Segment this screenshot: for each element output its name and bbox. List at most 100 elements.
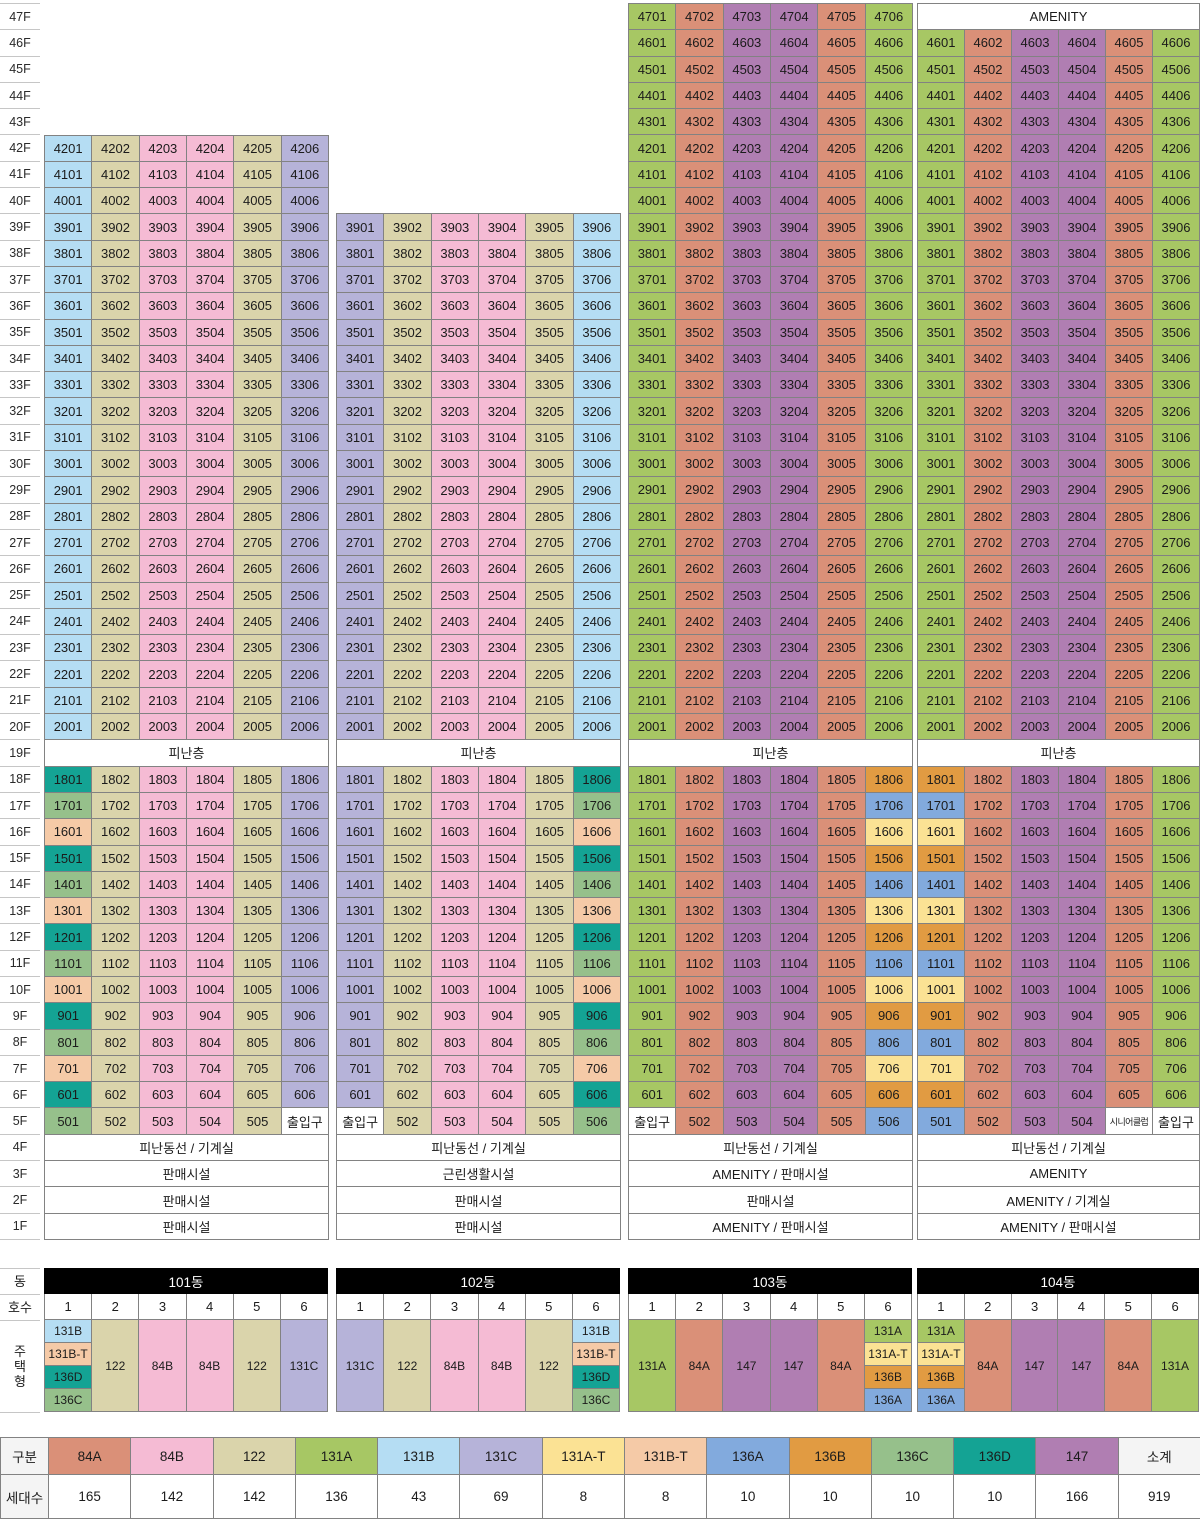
unit-cell: 2906 [281, 477, 329, 504]
unit-cell: 806 [865, 1029, 913, 1056]
unit-cell: 805 [526, 1029, 574, 1056]
unit-cell: 803 [431, 1029, 479, 1056]
unit-cell: 2201 [629, 661, 677, 688]
unit-cell: 3201 [629, 398, 677, 425]
unit-cell: 3503 [431, 319, 479, 346]
refuge-floor-cell: 피난층 [337, 740, 621, 767]
unit-cell: 1101 [918, 950, 965, 977]
floor-row-35F: 3501 3502 3503 3504 3505 3506 [629, 319, 913, 346]
floor-label: 18F [0, 767, 40, 793]
unit-cell: 1103 [723, 950, 771, 977]
unit-cell: 4502 [676, 56, 724, 83]
unit-cell: 2805 [234, 503, 282, 530]
unit-cell: 801 [45, 1029, 93, 1056]
unit-cell: 1702 [676, 792, 724, 820]
unit-cell: 2203 [723, 661, 771, 688]
floor-row-29F: 2901 2902 2903 2904 2905 2906 [629, 477, 913, 504]
unit-cell: 2102 [384, 687, 432, 715]
unit-cell: 4001 [629, 188, 677, 215]
floor-row-22F: 2201 2202 2203 2204 2205 2206 [629, 661, 913, 688]
unit-cell: 2604 [478, 556, 527, 583]
unit-cell: 2103 [431, 687, 479, 715]
floor-label: 14F [0, 872, 40, 899]
unit-cell: 3706 [865, 266, 913, 294]
unit-cell: 1404 [770, 871, 819, 899]
unit-cell: 4206 [1153, 135, 1200, 162]
unit-cell: 3304 [770, 372, 819, 399]
unit-cell: 3701 [629, 266, 677, 294]
unit-cell: 4101 [45, 161, 93, 189]
floor-row-38F: 3801 3802 3803 3804 3805 3806 [337, 240, 621, 267]
unit-cell: 2705 [818, 529, 866, 557]
unit-type-cell: 136A [864, 1389, 913, 1412]
legend-type-cell: 136B [789, 1438, 872, 1475]
unit-cell: 2304 [478, 635, 527, 662]
floor-row-14F: 1401 1402 1403 1404 1405 1406 [629, 871, 913, 899]
unit-cell: 1805 [1106, 766, 1153, 793]
floor-label: 33F [0, 372, 40, 399]
unit-cell: 3506 [573, 319, 621, 346]
unit-cell: 2306 [573, 635, 621, 662]
unit-cell: 4406 [1153, 82, 1200, 110]
service-floor-cell: AMENITY / 판매시설 [918, 1213, 1200, 1240]
unit-cell: 2605 [1106, 556, 1153, 583]
unit-cell: 3705 [526, 266, 574, 294]
unit-cell: 4201 [918, 135, 965, 162]
building-block-104동: 104동 1 2 3 4 5 6 131A 131A-T 136B 136A 84A 147 147 84A… [917, 1268, 1199, 1412]
unit-cell: 4106 [281, 161, 329, 189]
unit-cell: 1005 [234, 977, 282, 1004]
unit-type-cell: 84B [186, 1320, 234, 1412]
unit-cell: 1201 [918, 924, 965, 951]
floor-label: 24F [0, 609, 40, 636]
unit-cell: 1805 [526, 766, 574, 793]
unit-cell: 2006 [281, 714, 329, 741]
unit-cell: 2704 [478, 529, 527, 557]
unit-cell: 3605 [818, 293, 866, 320]
legend-count-cell: 69 [460, 1475, 543, 1519]
unit-type-cell: 136B [918, 1366, 965, 1389]
unit-type-cell: 131B [45, 1320, 93, 1343]
unit-cell: 3901 [918, 214, 965, 241]
unit-type-row: 131C 122 84B 84B 122 131B 131B-T 136D 136C [336, 1320, 621, 1412]
unit-cell: 1506 [281, 845, 329, 872]
unit-cell: 2804 [1059, 503, 1106, 530]
unit-cell: 1701 [45, 792, 93, 820]
floor-row-4F: 피난동선 / 기계실 [45, 1134, 329, 1162]
unit-type-cell: 147 [1058, 1320, 1106, 1412]
unit-cell: 3405 [818, 345, 866, 373]
unit-cell: 4004 [1059, 188, 1106, 215]
unit-cell: 3804 [1059, 240, 1106, 267]
floor-label: 21F [0, 688, 40, 715]
unit-cell: 3601 [45, 293, 93, 320]
unit-cell: 2303 [1012, 635, 1059, 662]
unit-cell: 3801 [629, 240, 677, 267]
unit-type-column: 84B [431, 1320, 479, 1412]
unit-cell: 801 [629, 1029, 677, 1056]
floor-row-27F: 2701 2702 2703 2704 2705 2706 [629, 529, 913, 557]
unit-cell: 2003 [1012, 714, 1059, 741]
unit-cell: 1402 [676, 871, 724, 899]
unit-cell: 4002 [676, 188, 724, 215]
unit-cell: 3003 [139, 451, 187, 478]
unit-cell: 706 [573, 1055, 621, 1083]
unit-number-cell: 3 [723, 1294, 771, 1320]
unit-cell: 2706 [281, 529, 329, 557]
unit-cell: 2902 [676, 477, 724, 504]
unit-cell: 3904 [186, 214, 235, 241]
unit-cell: 1806 [1153, 766, 1200, 793]
unit-cell: 2006 [1153, 714, 1200, 741]
unit-cell: 1401 [918, 871, 965, 899]
floor-row-8F: 801 802 803 804 805 806 [337, 1029, 621, 1056]
unit-cell: 1101 [629, 950, 677, 977]
unit-number-cell: 1 [629, 1294, 677, 1320]
unit-cell: 4701 [629, 4, 677, 31]
unit-cell: 705 [818, 1055, 866, 1083]
unit-cell: 1704 [478, 792, 527, 820]
floor-label: 25F [0, 583, 40, 609]
unit-cell: 1806 [281, 766, 329, 793]
unit-cell: 3204 [1059, 398, 1106, 425]
unit-cell: 2303 [723, 635, 771, 662]
unit-cell: 2205 [818, 661, 866, 688]
floor-label: 31F [0, 425, 40, 452]
